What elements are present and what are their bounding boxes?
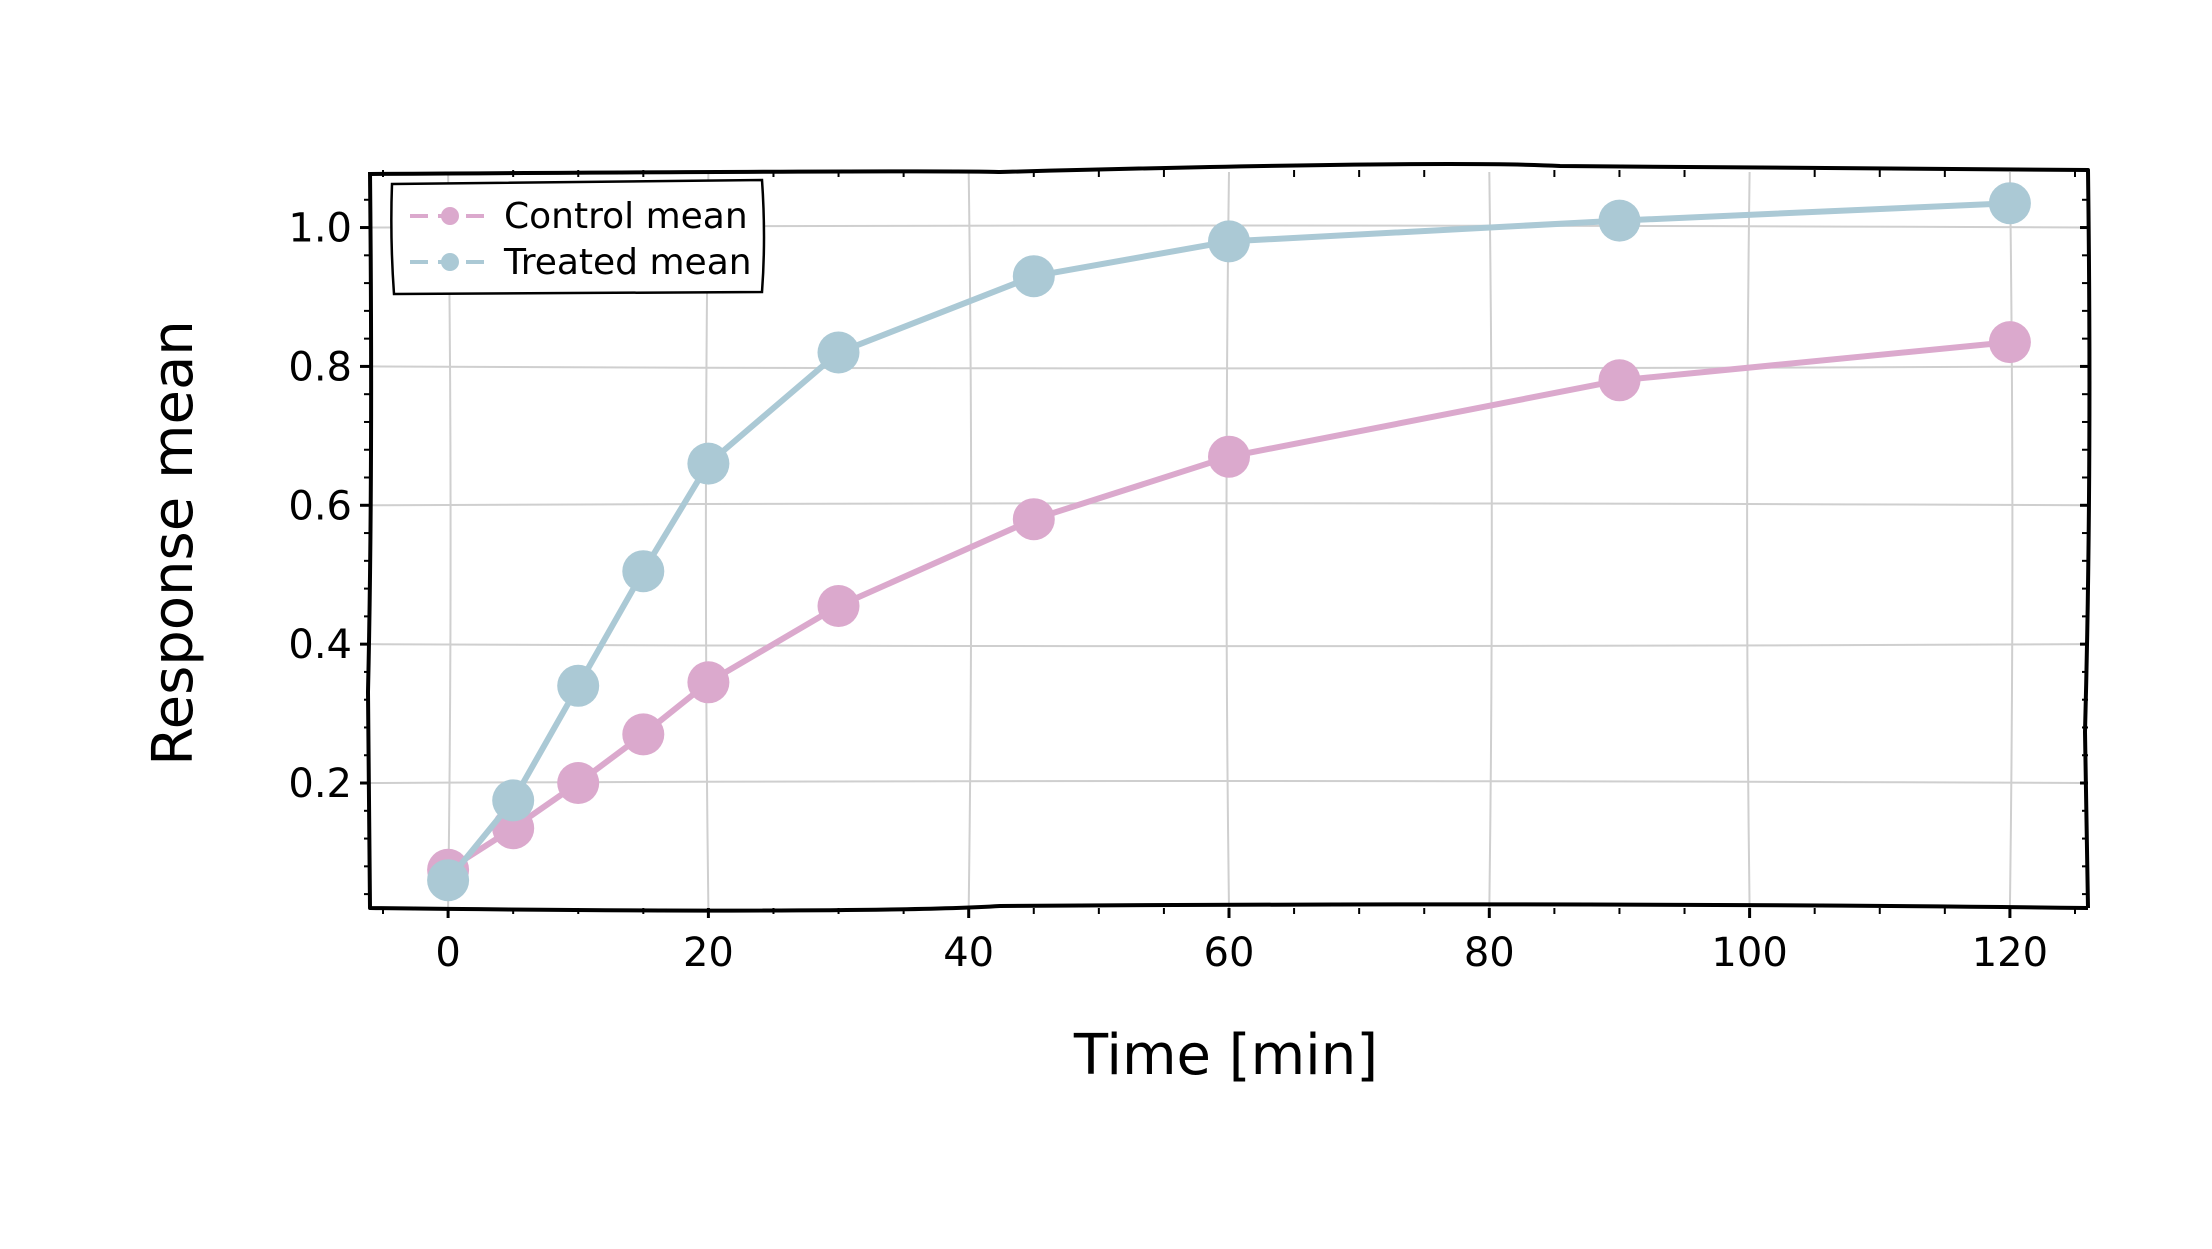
legend-box bbox=[390, 178, 766, 296]
data-point-treated-mean bbox=[622, 550, 665, 593]
data-point-control-mean bbox=[557, 762, 600, 804]
x-tick-label: 60 bbox=[1204, 930, 1255, 976]
grid-line-y bbox=[369, 502, 2089, 507]
grid-line-x bbox=[2008, 171, 2014, 909]
data-point-control-mean bbox=[687, 661, 730, 704]
x-axis-title: Time [min] bbox=[1073, 1023, 1378, 1088]
data-point-treated-mean bbox=[1208, 220, 1250, 263]
data-point-treated-mean bbox=[817, 331, 860, 374]
x-tick-label: 20 bbox=[683, 930, 734, 976]
data-point-treated-mean bbox=[557, 664, 600, 707]
grid-line-y bbox=[369, 780, 2089, 785]
y-tick-label: 0.2 bbox=[288, 761, 352, 807]
data-point-treated-mean bbox=[1598, 199, 1641, 242]
data-point-treated-mean bbox=[1012, 255, 1055, 298]
data-point-treated-mean bbox=[687, 442, 730, 485]
legend-marker-control-mean bbox=[441, 207, 459, 225]
data-point-control-mean bbox=[1598, 359, 1641, 402]
y-tick-label: 1.0 bbox=[288, 206, 352, 252]
ticks: 0 20 40 60 80 100 120 0.2 0.4 0.6 0.8 1.0 bbox=[288, 170, 2088, 976]
series-line-treated-mean bbox=[445, 200, 2013, 884]
grid-line-x bbox=[967, 171, 973, 909]
x-tick-label: 80 bbox=[1464, 930, 1515, 976]
data-point-treated-mean bbox=[492, 779, 535, 822]
y-tick-label: 0.6 bbox=[288, 483, 352, 529]
legend-label-control-mean: Control mean bbox=[504, 196, 748, 237]
grid-line-x bbox=[1225, 171, 1230, 909]
legend-label-treated-mean: Treated mean bbox=[503, 242, 752, 283]
frame-top-right bbox=[369, 162, 2092, 909]
data-point-control-mean bbox=[1988, 321, 2031, 364]
data-point-treated-mean bbox=[1988, 182, 2031, 225]
grid-line-x bbox=[1746, 171, 1751, 909]
plot-frame bbox=[366, 162, 2092, 913]
data-point-control-mean bbox=[1208, 435, 1250, 478]
y-axis-title: Response mean bbox=[141, 320, 206, 766]
grid-line-x bbox=[1488, 171, 1493, 909]
y-tick-label: 0.4 bbox=[288, 622, 352, 668]
x-tick-label: 40 bbox=[943, 930, 994, 976]
frame-bottom-left bbox=[366, 171, 2089, 913]
x-tick-label: 0 bbox=[435, 930, 460, 976]
grid-line-y bbox=[369, 365, 2089, 370]
grid-line-y bbox=[369, 643, 2089, 648]
x-tick-label: 100 bbox=[1711, 930, 1787, 976]
data-point-control-mean bbox=[1012, 498, 1055, 541]
legend: Control mean Treated mean bbox=[390, 178, 766, 296]
series-line-control-mean bbox=[445, 339, 2013, 873]
data-point-treated-mean bbox=[427, 859, 470, 902]
legend-marker-treated-mean bbox=[441, 253, 459, 271]
y-tick-label: 0.8 bbox=[288, 344, 352, 390]
data-point-control-mean bbox=[622, 713, 665, 756]
x-tick-label: 120 bbox=[1972, 930, 2048, 976]
data-point-control-mean bbox=[817, 585, 860, 627]
series-layer bbox=[427, 182, 2031, 902]
